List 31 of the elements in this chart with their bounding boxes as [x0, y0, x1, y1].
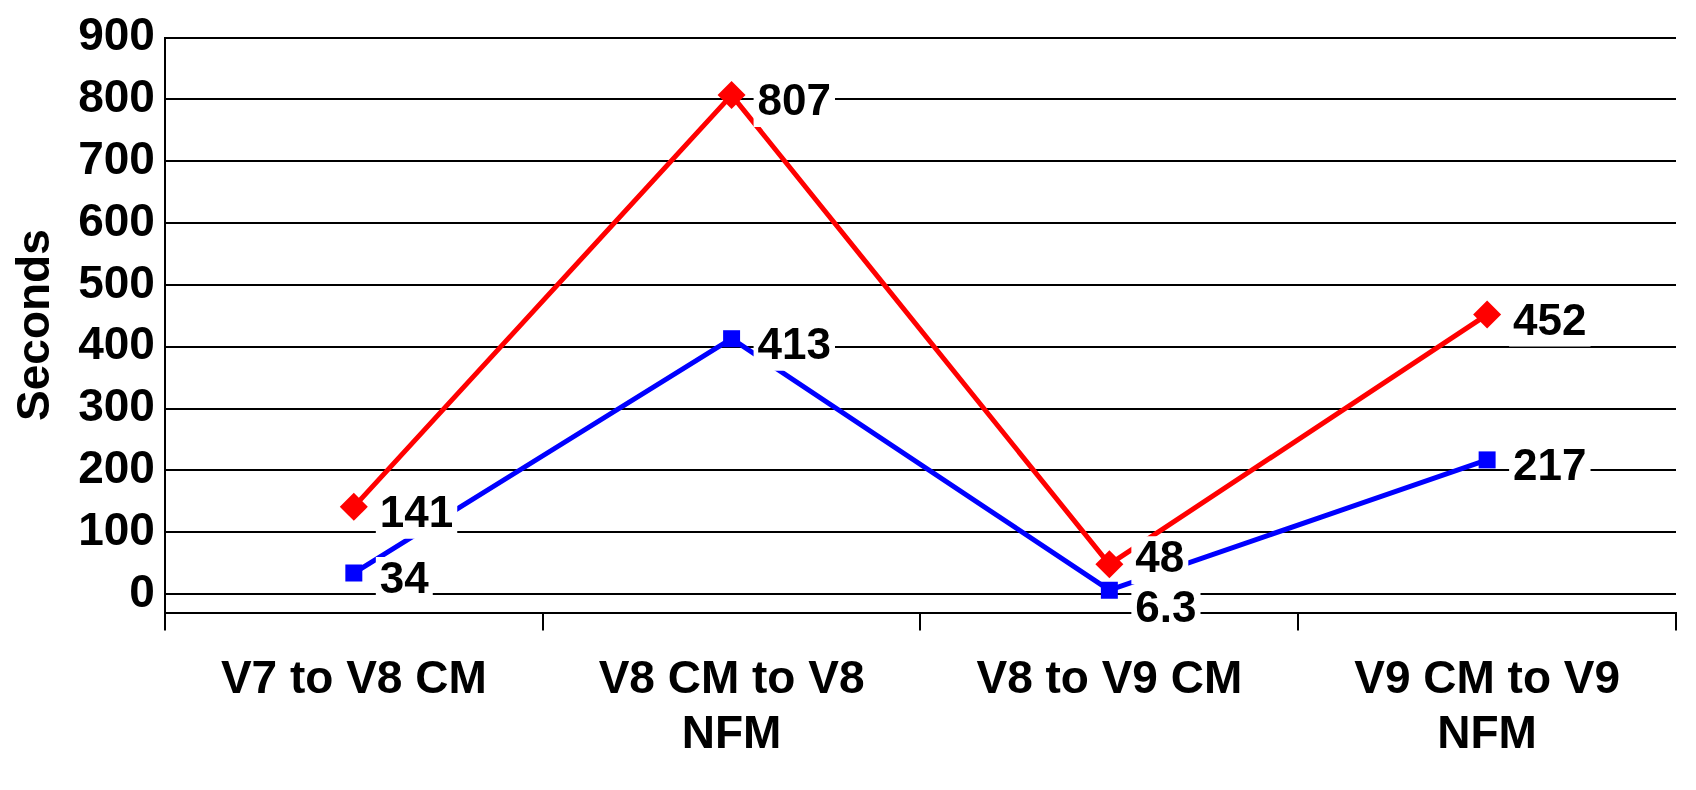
data-label: 6.3 [1135, 582, 1197, 632]
y-tick-label: 600 [78, 193, 155, 246]
x-tick-label: V7 to V8 CM [220, 650, 487, 703]
point [1478, 451, 1496, 469]
point [1473, 300, 1502, 329]
y-axis-title: Seconds [7, 229, 60, 421]
point [1095, 550, 1124, 579]
point [717, 81, 746, 110]
point [339, 492, 368, 521]
data-label: 217 [1513, 440, 1587, 490]
data-label: 34 [379, 553, 430, 603]
data-label: 141 [379, 487, 454, 537]
y-tick-label: 900 [78, 8, 155, 61]
y-tick-label: 0 [129, 564, 155, 617]
y-tick-label: 300 [78, 379, 155, 432]
y-tick-label: 100 [78, 502, 155, 555]
x-tick-label: V8 CM to V8 NFM [598, 650, 865, 759]
y-tick-label: 500 [78, 255, 155, 308]
y-tick-label: 400 [78, 317, 155, 370]
y-tick-label: 700 [78, 131, 155, 184]
y-tick-label: 800 [78, 70, 155, 123]
y-tick-label: 200 [78, 441, 155, 494]
point [723, 330, 741, 348]
data-label: 413 [757, 318, 832, 368]
data-label: 807 [757, 75, 832, 125]
x-tick-label: V8 to V9 CM [976, 650, 1243, 703]
data-label: 452 [1513, 294, 1587, 344]
point [345, 564, 363, 582]
point [1100, 581, 1118, 599]
x-tick-label: V9 CM to V9 NFM [1354, 650, 1621, 759]
data-label: 48 [1135, 532, 1185, 582]
